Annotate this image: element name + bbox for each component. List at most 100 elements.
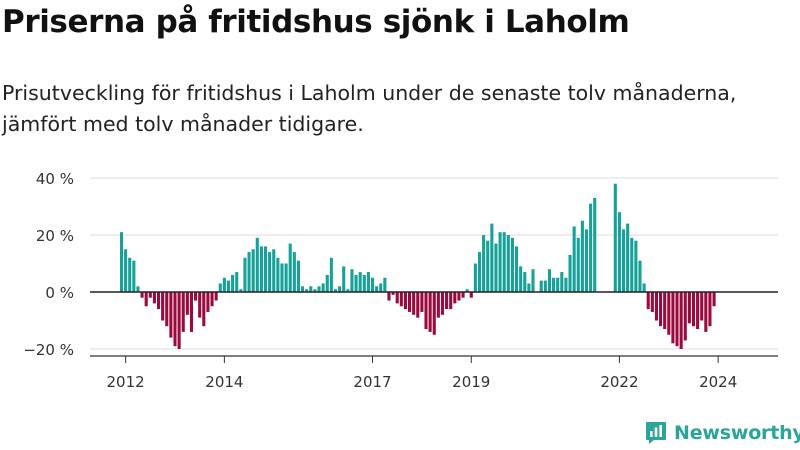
x-tick-label: 2024: [699, 373, 737, 391]
bar: [486, 240, 490, 292]
bar: [654, 292, 658, 321]
newsworthy-logo: Newsworthy: [645, 420, 800, 446]
bar: [280, 263, 284, 292]
bar: [482, 235, 486, 292]
bar: [617, 212, 621, 292]
bar: [202, 292, 206, 327]
bar: [634, 240, 638, 292]
bar: [387, 292, 391, 301]
bar: [128, 257, 132, 292]
bar: [255, 237, 259, 292]
bar: [552, 277, 556, 292]
x-tick-label: 2017: [353, 373, 391, 391]
bar: [383, 277, 387, 292]
bar: [613, 183, 617, 292]
bar: [403, 292, 407, 310]
bar: [432, 292, 436, 335]
bar: [354, 274, 358, 292]
bar: [346, 289, 350, 292]
bar: [177, 292, 181, 349]
bar: [531, 269, 535, 292]
bar: [292, 252, 296, 292]
bar: [523, 272, 527, 292]
bar: [453, 292, 457, 304]
bar: [510, 237, 514, 292]
y-tick-label: 0 %: [45, 284, 74, 302]
bar: [350, 269, 354, 292]
brand-name: Newsworthy: [674, 422, 800, 444]
bar: [461, 292, 465, 298]
bar: [251, 249, 255, 292]
bar: [325, 274, 329, 292]
bar: [198, 292, 202, 318]
bar: [638, 260, 642, 292]
bar: [226, 280, 231, 292]
bar: [301, 286, 305, 292]
bar: [704, 292, 708, 332]
bar: [309, 286, 313, 292]
bar: [445, 292, 449, 310]
bar: [391, 292, 395, 295]
bar: [428, 292, 432, 332]
bar: [465, 289, 469, 292]
bar: [626, 223, 630, 292]
bar: [679, 292, 683, 349]
bar: [259, 246, 263, 292]
bar: [362, 274, 366, 292]
bar: [564, 277, 568, 292]
bar: [514, 246, 519, 292]
bar: [136, 286, 140, 292]
bar: [342, 266, 346, 292]
x-tick-label: 2022: [600, 373, 638, 391]
bar: [276, 257, 280, 292]
bar: [708, 292, 712, 327]
bar: [469, 292, 473, 298]
bar: [288, 243, 292, 292]
bar: [412, 292, 416, 315]
bar: [132, 260, 136, 292]
bar: [584, 229, 589, 292]
bar: [580, 220, 584, 292]
bar: [214, 292, 218, 301]
bar: [506, 235, 510, 292]
bar: [218, 283, 222, 292]
bar: [440, 292, 445, 315]
x-tick-label: 2012: [107, 373, 145, 391]
x-tick-label: 2014: [205, 373, 243, 391]
bar: [379, 283, 383, 292]
bar: [333, 289, 338, 292]
bar: [477, 252, 482, 292]
bar: [399, 292, 403, 307]
bar: [296, 260, 300, 292]
bar: [700, 292, 704, 321]
bar: [687, 292, 691, 324]
bar: [502, 232, 506, 292]
bar: [206, 292, 210, 312]
bar: [329, 257, 333, 292]
bar: [556, 277, 560, 292]
bar: [519, 266, 523, 292]
bar: [650, 292, 654, 312]
bar: [313, 289, 317, 292]
bar: [194, 292, 198, 301]
bar: [152, 292, 156, 304]
bar: [239, 289, 243, 292]
bar: [712, 292, 716, 307]
bar: [321, 283, 325, 292]
bar: [156, 292, 161, 310]
bar: [165, 292, 169, 327]
bar: [691, 292, 696, 327]
bar: [457, 292, 461, 301]
bar: [119, 232, 124, 292]
bar: [494, 243, 498, 292]
bar: [593, 197, 597, 292]
bar: [572, 226, 576, 292]
bar: [696, 292, 700, 330]
bar: [124, 249, 128, 292]
bar: [683, 292, 687, 341]
bar: [420, 292, 424, 312]
bar: [498, 232, 502, 292]
bar: [263, 246, 268, 292]
bar: [675, 292, 679, 347]
bar: [317, 286, 321, 292]
